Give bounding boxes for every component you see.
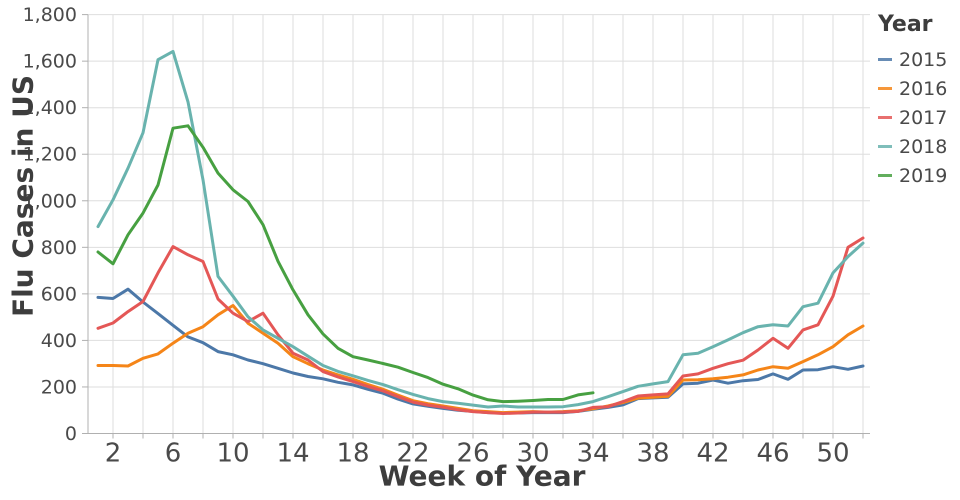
legend-label: 2015 <box>899 48 948 71</box>
x-tick-label: 2 <box>105 439 122 469</box>
legend-title: Year <box>878 12 933 37</box>
legend-swatch-2018 <box>878 145 892 148</box>
y-tick-label: 200 <box>41 376 77 398</box>
legend-item-2017: 2017 <box>878 103 947 132</box>
legend-item-2019: 2019 <box>878 161 947 190</box>
x-tick-label: 22 <box>396 439 429 469</box>
y-tick-label: 1,800 <box>23 4 77 26</box>
legend-swatch-2019 <box>878 174 892 177</box>
y-tick-label: 0 <box>65 423 77 445</box>
y-tick-label: 1,400 <box>23 97 77 119</box>
x-tick-label: 34 <box>576 439 609 469</box>
y-tick-label: 1,000 <box>23 190 77 212</box>
x-tick-label: 46 <box>756 439 789 469</box>
legend-label: 2016 <box>899 77 948 100</box>
x-tick-label: 50 <box>816 439 849 469</box>
legend: Year 2015 2016 2017 2018 2019 <box>878 12 947 190</box>
x-tick-label: 26 <box>456 439 489 469</box>
series-lines <box>96 49 865 415</box>
line-2017 <box>96 236 865 415</box>
legend-swatch-2015 <box>878 58 892 61</box>
legend-swatch-2016 <box>878 87 892 90</box>
x-axis-title: Week of Year <box>378 459 586 493</box>
legend-swatch-2017 <box>878 116 892 119</box>
legend-label: 2018 <box>899 135 948 158</box>
x-tick-label: 42 <box>696 439 729 469</box>
legend-item-2016: 2016 <box>878 74 947 103</box>
x-tick-label: 10 <box>216 439 249 469</box>
y-axis-title: Flu Cases in US <box>6 74 40 318</box>
x-tick-label: 38 <box>636 439 669 469</box>
x-tick-label: 30 <box>516 439 549 469</box>
legend-item-2018: 2018 <box>878 132 947 161</box>
y-tick-label: 1,200 <box>23 144 77 166</box>
line-2015 <box>96 287 865 415</box>
line-2019 <box>96 124 595 404</box>
y-tick-label: 400 <box>41 330 77 352</box>
legend-items: 2015 2016 2017 2018 2019 <box>878 45 947 190</box>
y-tick-label: 800 <box>41 237 77 259</box>
legend-label: 2017 <box>899 106 948 129</box>
axes <box>82 14 870 439</box>
line-2018 <box>96 49 865 409</box>
y-tick-label: 1,600 <box>23 51 77 73</box>
x-tick-label: 18 <box>336 439 369 469</box>
x-tick-label: 6 <box>165 439 182 469</box>
legend-item-2015: 2015 <box>878 45 947 74</box>
y-tick-label: 600 <box>41 283 77 305</box>
legend-label: 2019 <box>899 164 948 187</box>
x-tick-label: 14 <box>276 439 309 469</box>
gridlines <box>88 14 870 434</box>
